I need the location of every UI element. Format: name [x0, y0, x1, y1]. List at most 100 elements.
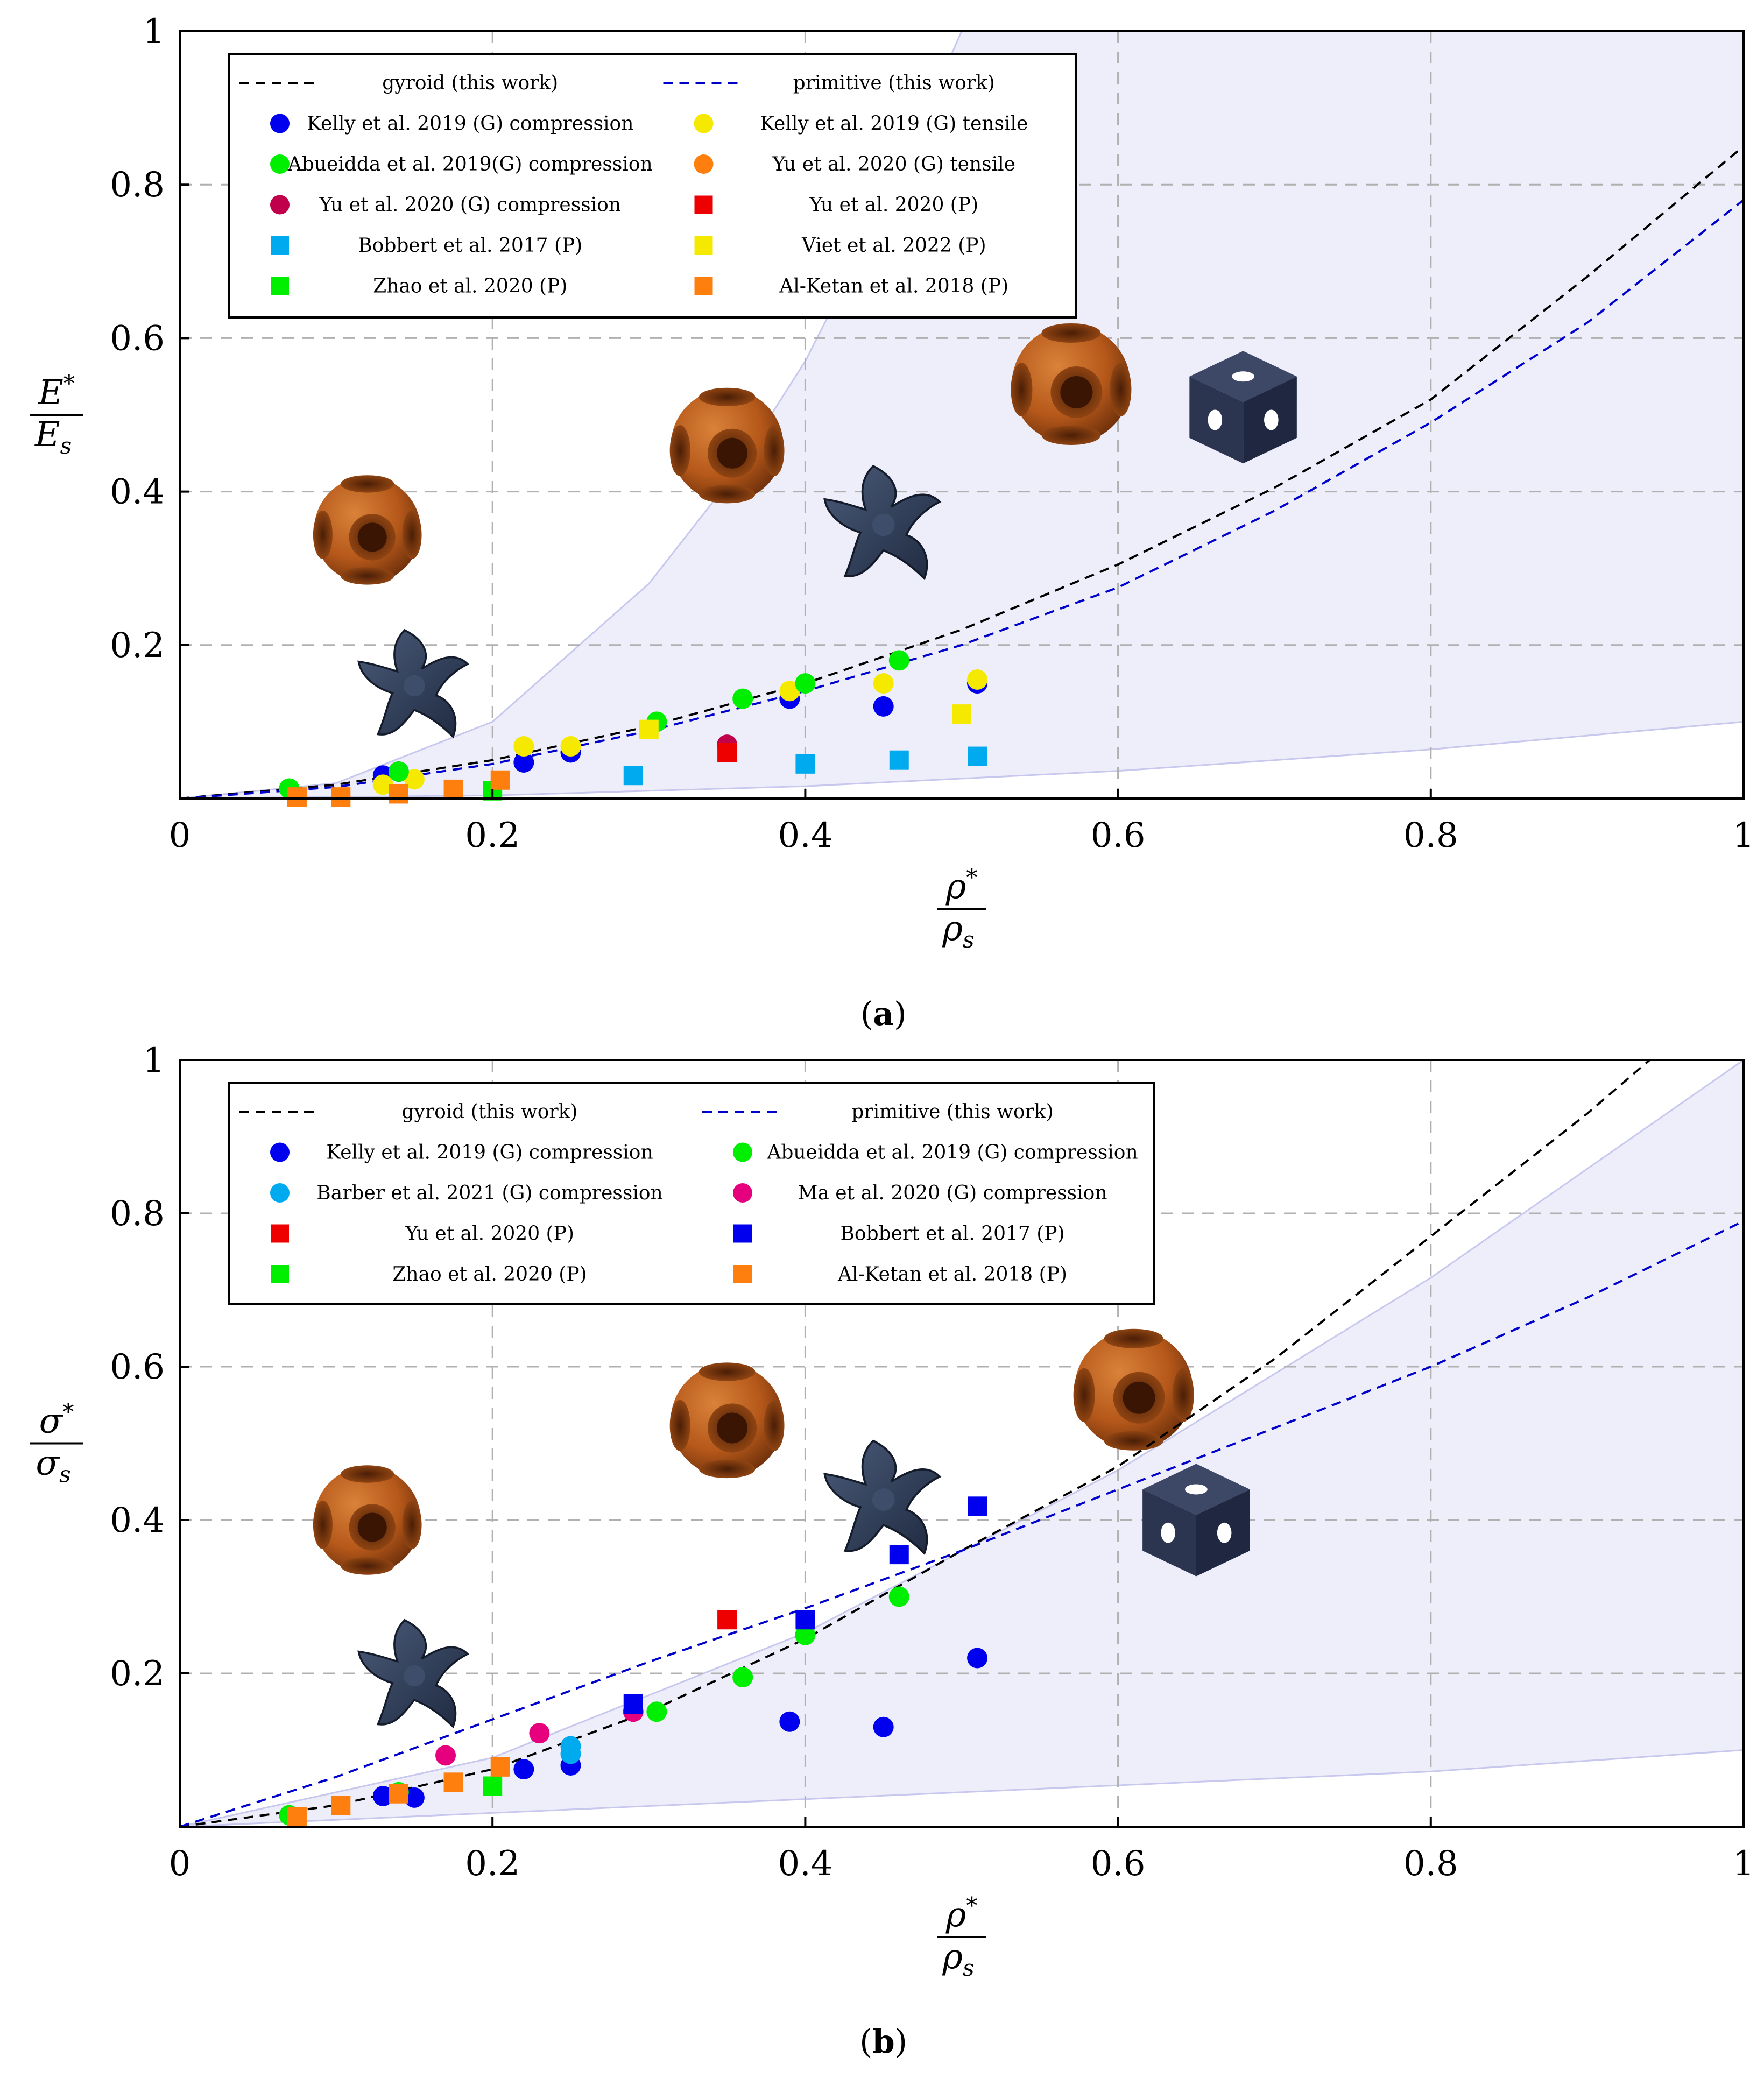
- y-tick-label: 0.4: [110, 1501, 165, 1540]
- data-point-circle: [513, 1759, 534, 1780]
- legend-key-circle: [270, 154, 290, 174]
- data-point-circle: [513, 752, 534, 773]
- primitive-cell-cube-icon: [1189, 351, 1297, 464]
- caption-letter: b: [872, 2023, 895, 2061]
- legend-key-square: [733, 1224, 752, 1243]
- legend-label: Abueidda et al. 2019 (G) compression: [766, 1142, 1138, 1164]
- data-point-circle: [888, 1586, 909, 1607]
- shaded-band: [180, 1060, 1744, 1827]
- y-axis-label: σ*σs: [30, 1399, 83, 1488]
- gyroid-cell-icon: [357, 628, 469, 739]
- data-point-square: [287, 1807, 307, 1827]
- x-axis-label-numerator: ρ*: [945, 864, 978, 907]
- data-point-square: [443, 1772, 463, 1792]
- sphere-hole-bottom: [698, 485, 756, 504]
- sphere-hole-top: [698, 1362, 756, 1381]
- sphere-hole-left: [313, 1501, 333, 1549]
- data-point-square: [331, 787, 351, 807]
- sphere-hole-right: [402, 1501, 422, 1549]
- data-point-square: [490, 1757, 510, 1777]
- legend-label: Abueidda et al. 2019(G) compression: [287, 153, 653, 175]
- data-point-square: [795, 754, 815, 774]
- data-point-square: [639, 719, 659, 739]
- data-point-circle: [560, 1736, 581, 1757]
- x-tick-label: 0.4: [778, 1844, 833, 1884]
- sphere-hole-left: [313, 510, 333, 559]
- legend-key-square: [733, 1265, 752, 1283]
- sphere-hole-right: [1110, 362, 1132, 416]
- y-tick-label: 0.6: [110, 319, 165, 358]
- caption-letter: a: [873, 995, 894, 1033]
- legend-key-circle: [694, 114, 714, 133]
- x-axis-label-denominator-sub: s: [963, 927, 975, 953]
- legend-label: Al-Ketan et al. 2018 (P): [779, 275, 1008, 298]
- x-axis-label-numerator-base: ρ: [945, 1895, 966, 1935]
- sphere-hole-bottom: [341, 1557, 394, 1575]
- legend-label: Yu et al. 2020 (G) tensile: [772, 153, 1015, 175]
- data-point-circle: [873, 673, 894, 694]
- y-axis-label-numerator: σ*: [39, 1399, 74, 1441]
- data-point-circle: [372, 774, 393, 795]
- legend-label: Barber et al. 2021 (G) compression: [316, 1182, 662, 1204]
- caption-open-paren: (: [860, 995, 873, 1033]
- data-point-circle: [404, 1787, 425, 1808]
- data-point-circle: [646, 1701, 667, 1722]
- legend-key-square: [271, 1224, 289, 1243]
- data-point-square: [717, 743, 737, 762]
- panel-b: 0 0.2 0.4 0.6 0.8 10.20.40.60.81ρ*ρsσ*σsgyroi…: [30, 1041, 1754, 2061]
- legend: gyroid (this work) primitive (this work) K…: [228, 1082, 1155, 1305]
- legend-label: Kelly et al. 2019 (G) compression: [326, 1142, 653, 1164]
- data-point-square: [795, 1610, 815, 1630]
- legend-key-circle: [270, 195, 290, 215]
- primitive-cell-sphere-icon: [669, 387, 785, 504]
- gyroid-fit-line: [179, 145, 1745, 800]
- y-tick-label: 0.8: [110, 1194, 165, 1234]
- shaded-band: [180, 31, 1744, 798]
- x-tick-label: 0.8: [1403, 816, 1458, 856]
- data-point-circle: [560, 736, 581, 757]
- x-tick-label: 1: [1733, 1844, 1755, 1884]
- data-point-square: [483, 1776, 503, 1796]
- legend-label: gyroid (this work): [402, 1101, 578, 1123]
- legend-key-square: [271, 1265, 289, 1283]
- legend-label: Kelly et al. 2019 (G) tensile: [760, 113, 1028, 135]
- legend-key-circle: [733, 1142, 752, 1162]
- legend-label: primitive (this work): [851, 1101, 1053, 1123]
- data-point-circle: [732, 688, 753, 709]
- legend-label: Bobbert et al. 2017 (P): [840, 1223, 1064, 1245]
- legend-label: Viet et al. 2022 (P): [801, 235, 986, 257]
- legend-label: Al-Ketan et al. 2018 (P): [837, 1263, 1067, 1285]
- legend-key-circle: [694, 154, 714, 174]
- data-point-circle: [795, 1624, 816, 1645]
- sphere-hole-right: [764, 425, 785, 477]
- legend-label: Zhao et al. 2020 (P): [373, 275, 567, 298]
- legend-key-circle: [733, 1183, 752, 1203]
- sphere-hole-bottom: [1041, 425, 1101, 445]
- sphere-hole-right: [402, 510, 422, 559]
- legend-label: Zhao et al. 2020 (P): [392, 1263, 587, 1285]
- gyroid-fit-line: [179, 1059, 1650, 1828]
- legend-key-square: [694, 236, 713, 255]
- primitive-cell-sphere-icon: [669, 1362, 785, 1479]
- x-axis-label: ρ*ρs: [937, 864, 986, 953]
- sphere-hole-bottom: [1104, 1431, 1163, 1451]
- data-point-circle: [513, 736, 534, 757]
- primitive-cell-sphere-icon: [313, 475, 422, 585]
- y-axis-label-denominator-sub: s: [60, 433, 72, 459]
- y-axis-label-denominator: Es: [34, 415, 72, 459]
- legend-label: Bobbert et al. 2017 (P): [358, 235, 582, 257]
- plot-frame: [179, 1059, 1745, 1828]
- sphere-hole-bottom: [341, 567, 394, 585]
- y-axis-label-numerator-sup: *: [62, 1399, 74, 1425]
- y-tick-label: 1: [143, 12, 165, 52]
- sphere-hole-left: [669, 425, 690, 477]
- primitive-cell-cube-icon: [1142, 1464, 1250, 1577]
- sphere-hole-core: [1060, 376, 1093, 408]
- x-axis-label-numerator-base: ρ: [945, 867, 966, 907]
- x-tick-label: 0.8: [1403, 1844, 1458, 1884]
- y-axis-label-denominator-base: σ: [36, 1444, 60, 1483]
- gyroid-cell-icon: [357, 1618, 469, 1729]
- data-point-square: [331, 1796, 351, 1815]
- data-point-circle: [435, 1745, 456, 1766]
- sphere-hole-top: [1041, 323, 1101, 343]
